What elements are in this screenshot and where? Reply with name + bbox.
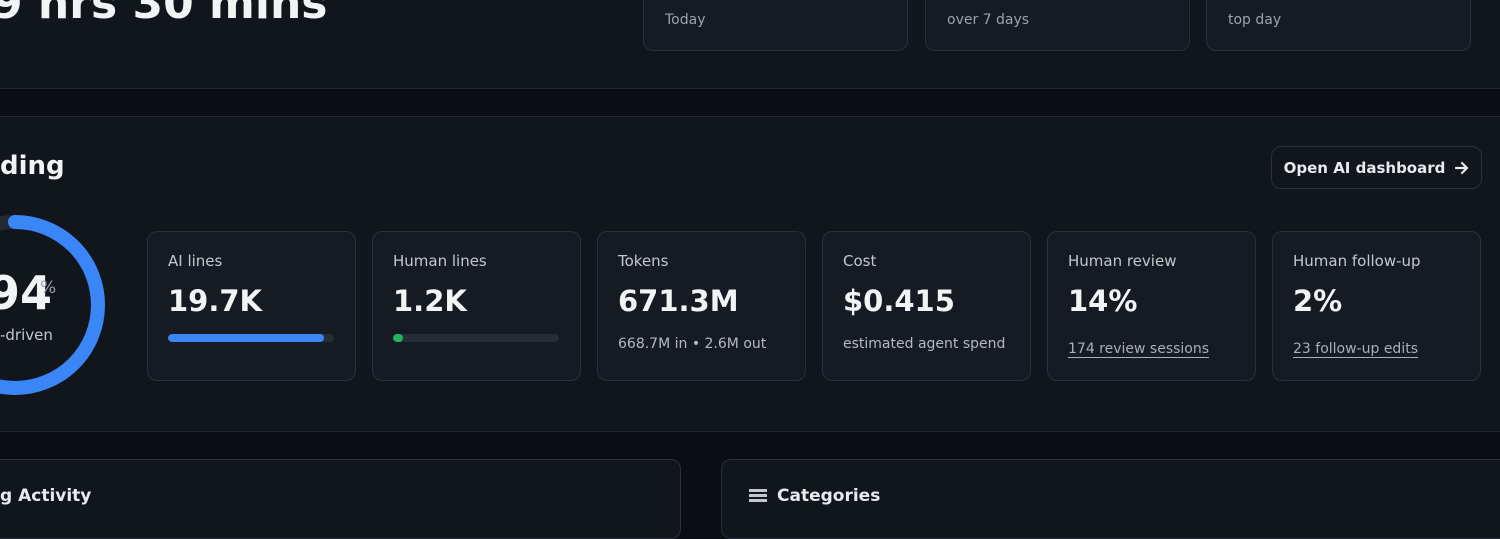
metric-value: 2% xyxy=(1293,284,1343,318)
stat-caption: Today xyxy=(665,12,706,28)
stat-caption: top day xyxy=(1228,12,1282,28)
gauge-unit: % xyxy=(40,278,57,298)
categories-title: Categories xyxy=(777,486,881,506)
metric-card: Human review 14% 174 review sessions xyxy=(1047,231,1256,381)
metric-note: estimated agent spend xyxy=(843,336,1006,352)
metric-link[interactable]: 174 review sessions xyxy=(1068,341,1210,357)
progress-fill xyxy=(393,334,403,342)
categories-icon xyxy=(749,489,767,502)
gauge xyxy=(0,215,105,395)
stat-card: top day xyxy=(1206,0,1471,51)
stat-card: Today xyxy=(643,0,908,51)
metric-label: Human follow-up xyxy=(1293,252,1421,270)
metric-label: Human lines xyxy=(393,252,487,270)
metric-card: Human lines 1.2K xyxy=(372,231,581,381)
metric-label: Human review xyxy=(1068,252,1177,270)
dashboard-button[interactable]: Open AI dashboard xyxy=(1271,146,1482,189)
metric-label: Cost xyxy=(843,252,877,270)
progress-fill xyxy=(168,334,325,342)
header-title: 9 hrs 30 mins xyxy=(0,0,328,29)
metric-label: Tokens xyxy=(618,252,669,270)
arrow-icon xyxy=(1455,161,1469,174)
metric-card: Cost $0.415 estimated agent spend xyxy=(822,231,1031,381)
progress-track xyxy=(168,334,334,342)
metric-link[interactable]: 23 follow-up edits xyxy=(1293,341,1418,357)
gauge-value: 94 xyxy=(0,266,53,320)
button-label: Open AI dashboard xyxy=(1283,158,1446,177)
stat-caption: over 7 days xyxy=(947,12,1030,28)
metric-value: $0.415 xyxy=(843,284,955,318)
metric-value: 671.3M xyxy=(618,284,739,318)
metric-value: 19.7K xyxy=(168,284,263,318)
metric-card: Tokens 671.3M 668.7M in • 2.6M out xyxy=(597,231,806,381)
stat-card: over 7 days xyxy=(925,0,1190,51)
progress-track xyxy=(393,334,559,342)
activity-panel xyxy=(0,459,681,539)
metric-value: 14% xyxy=(1068,284,1138,318)
metric-label: AI lines xyxy=(168,252,223,270)
gauge-caption: -driven xyxy=(0,326,53,344)
metric-card: AI lines 19.7K xyxy=(147,231,356,381)
metric-note: 668.7M in • 2.6M out xyxy=(618,336,767,352)
activity-title: g Activity xyxy=(0,486,92,506)
metric-card: Human follow-up 2% 23 follow-up edits xyxy=(1272,231,1481,381)
metric-value: 1.2K xyxy=(393,284,467,318)
gauge-arc xyxy=(0,215,105,395)
section-title: ding xyxy=(0,151,65,181)
